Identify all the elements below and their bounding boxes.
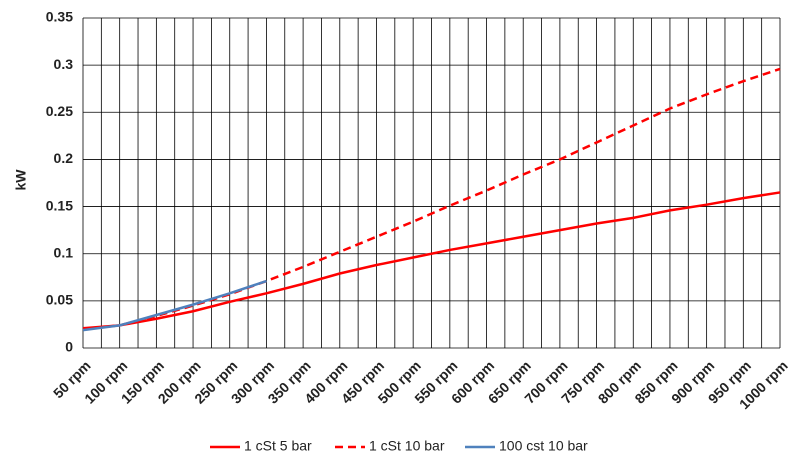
y-tick-label: 0.35 — [46, 9, 73, 25]
legend-label: 100 cst 10 bar — [499, 438, 588, 454]
legend-label: 1 cSt 10 bar — [369, 438, 445, 454]
y-tick-label: 0.15 — [46, 197, 73, 213]
series-line — [82, 191, 781, 330]
y-tick-label: 0.3 — [54, 56, 74, 72]
y-axis-label: kW — [13, 169, 29, 191]
y-tick-label: 0.2 — [54, 150, 74, 166]
legend-label: 1 cSt 5 bar — [244, 438, 312, 454]
series-line — [82, 279, 267, 332]
y-tick-label: 0 — [65, 339, 73, 355]
y-tick-label: 0.05 — [46, 292, 73, 308]
y-tick-label: 0.25 — [46, 103, 73, 119]
y-tick-label: 0.1 — [54, 244, 74, 260]
